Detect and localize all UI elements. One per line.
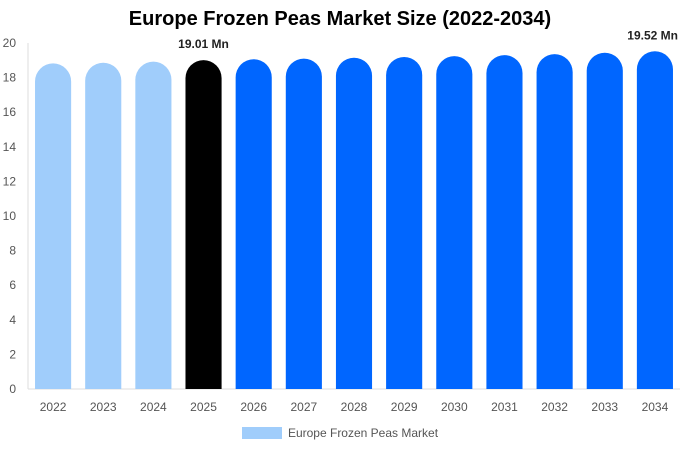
x-tick-label: 2034 <box>642 400 669 414</box>
x-tick-label: 2029 <box>391 400 418 414</box>
x-tick-label: 2031 <box>491 400 518 414</box>
bar-2033 <box>586 52 623 389</box>
y-tick-label: 4 <box>9 313 16 327</box>
y-axis: 0 2 4 6 8 10 12 14 16 18 20 <box>3 36 29 396</box>
bar-2028 <box>335 57 373 390</box>
legend-swatch <box>241 427 282 439</box>
y-tick-label: 0 <box>9 382 16 396</box>
bar-2032 <box>536 54 573 390</box>
bar-2031 <box>486 55 523 389</box>
y-tick-label: 10 <box>3 209 17 223</box>
bar-2023 <box>85 62 122 390</box>
y-tick-label: 12 <box>3 174 17 188</box>
x-tick-label: 2027 <box>290 400 317 414</box>
bar-2024 <box>135 61 172 390</box>
data-label-2034: 19.52 Mn <box>627 28 678 42</box>
x-tick-label: 2033 <box>591 400 618 414</box>
bar-2027 <box>285 58 322 389</box>
y-tick-label: 14 <box>3 140 17 154</box>
legend-label: Europe Frozen Peas Market <box>287 426 439 440</box>
data-labels: 19.01 Mn 19.52 Mn <box>178 28 678 51</box>
legend: Europe Frozen Peas Market <box>0 426 680 440</box>
x-tick-label: 2028 <box>341 400 368 414</box>
chart-title: Europe Frozen Peas Market Size (2022-203… <box>128 8 552 30</box>
y-tick-label: 18 <box>3 71 17 85</box>
x-tick-label: 2032 <box>541 400 568 414</box>
x-tick-label: 2025 <box>190 400 217 414</box>
y-tick-label: 16 <box>3 105 17 119</box>
y-tick-label: 20 <box>3 36 17 50</box>
x-tick-label: 2024 <box>140 400 167 414</box>
bar-2025 <box>185 60 222 389</box>
y-tick-label: 2 <box>9 347 16 361</box>
bar-2030 <box>436 56 473 389</box>
x-tick-label: 2023 <box>90 400 117 414</box>
bar-series <box>35 51 673 390</box>
bar-2034 <box>636 51 673 390</box>
y-tick-label: 8 <box>9 244 16 258</box>
x-tick-label: 2026 <box>240 400 267 414</box>
bar-2022 <box>35 63 72 389</box>
data-label-2025: 19.01 Mn <box>178 37 229 51</box>
bar-2029 <box>386 57 423 389</box>
x-tick-label: 2030 <box>441 400 468 414</box>
x-tick-label: 2022 <box>40 400 67 414</box>
x-axis: 2022 2023 2024 2025 2026 2027 2028 2029 2030 2031… <box>28 388 680 414</box>
bar-2026 <box>235 59 272 390</box>
y-tick-label: 6 <box>9 278 16 292</box>
